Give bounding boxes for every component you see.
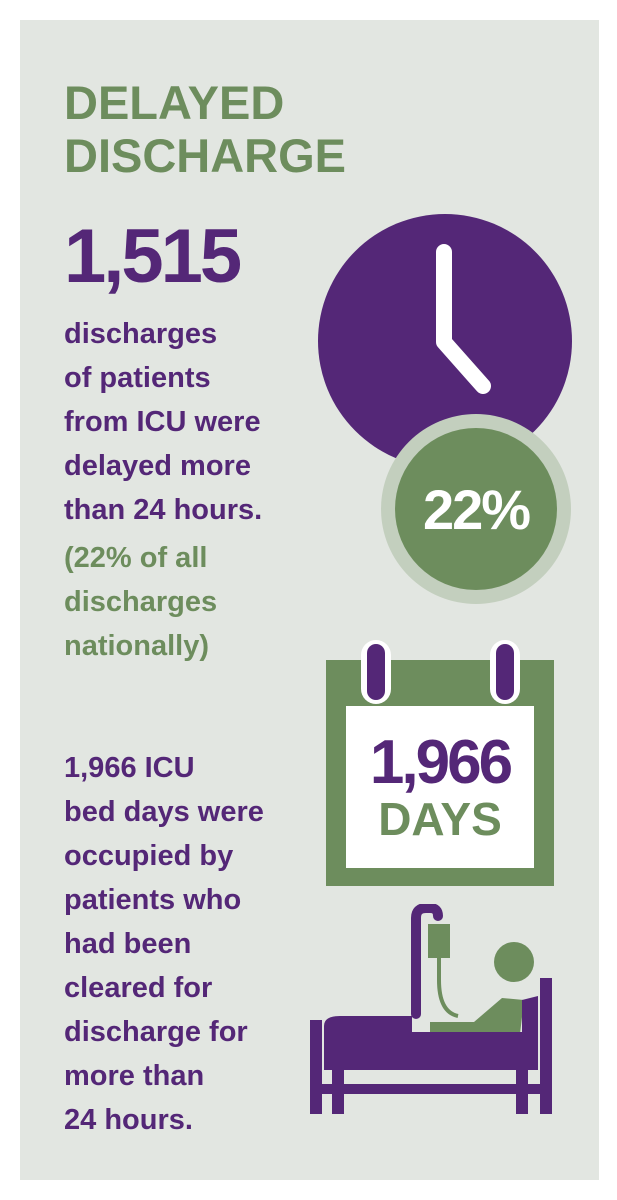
clock-icon: [318, 214, 572, 468]
hospital-bed-patient-icon: [310, 904, 552, 1114]
national-share-note: (22% of all discharges nationally): [64, 536, 217, 668]
title-line: DISCHARGE: [64, 129, 347, 182]
discharges-count: 1,515: [64, 214, 242, 299]
note-line: nationally): [64, 630, 210, 662]
description-line: had been: [64, 928, 192, 960]
discharges-description: discharges of patients from ICU were del…: [64, 312, 262, 532]
calendar-days-unit: DAYS: [378, 793, 502, 845]
calendar-icon: [326, 640, 554, 886]
percent-value: 22%: [422, 477, 531, 541]
percent-badge-inner: 22%: [395, 428, 557, 590]
note-line: discharges: [64, 586, 218, 618]
description-line: 24 hours.: [64, 1104, 193, 1136]
percent-badge: 22%: [381, 414, 571, 604]
note-line: (22% of all: [64, 542, 208, 574]
description-line: discharge for: [64, 1016, 248, 1048]
description-line: bed days were: [64, 796, 264, 828]
description-line: patients who: [64, 884, 242, 916]
title-line: DELAYED: [64, 76, 285, 129]
description-line: occupied by: [64, 840, 234, 872]
calendar-days-number: 1,966: [369, 728, 513, 797]
description-line: delayed more: [64, 450, 251, 482]
description-line: than 24 hours.: [64, 494, 263, 526]
bed-days-description: 1,966 ICU bed days were occupied by pati…: [64, 746, 264, 1142]
description-line: cleared for: [64, 972, 213, 1004]
description-line: more than: [64, 1060, 205, 1092]
description-line: from ICU were: [64, 406, 261, 438]
description-line: 1,966 ICU: [64, 752, 195, 784]
description-line: of patients: [64, 362, 211, 394]
infographic-title: DELAYED DISCHARGE: [64, 76, 346, 182]
description-line: discharges: [64, 318, 218, 350]
